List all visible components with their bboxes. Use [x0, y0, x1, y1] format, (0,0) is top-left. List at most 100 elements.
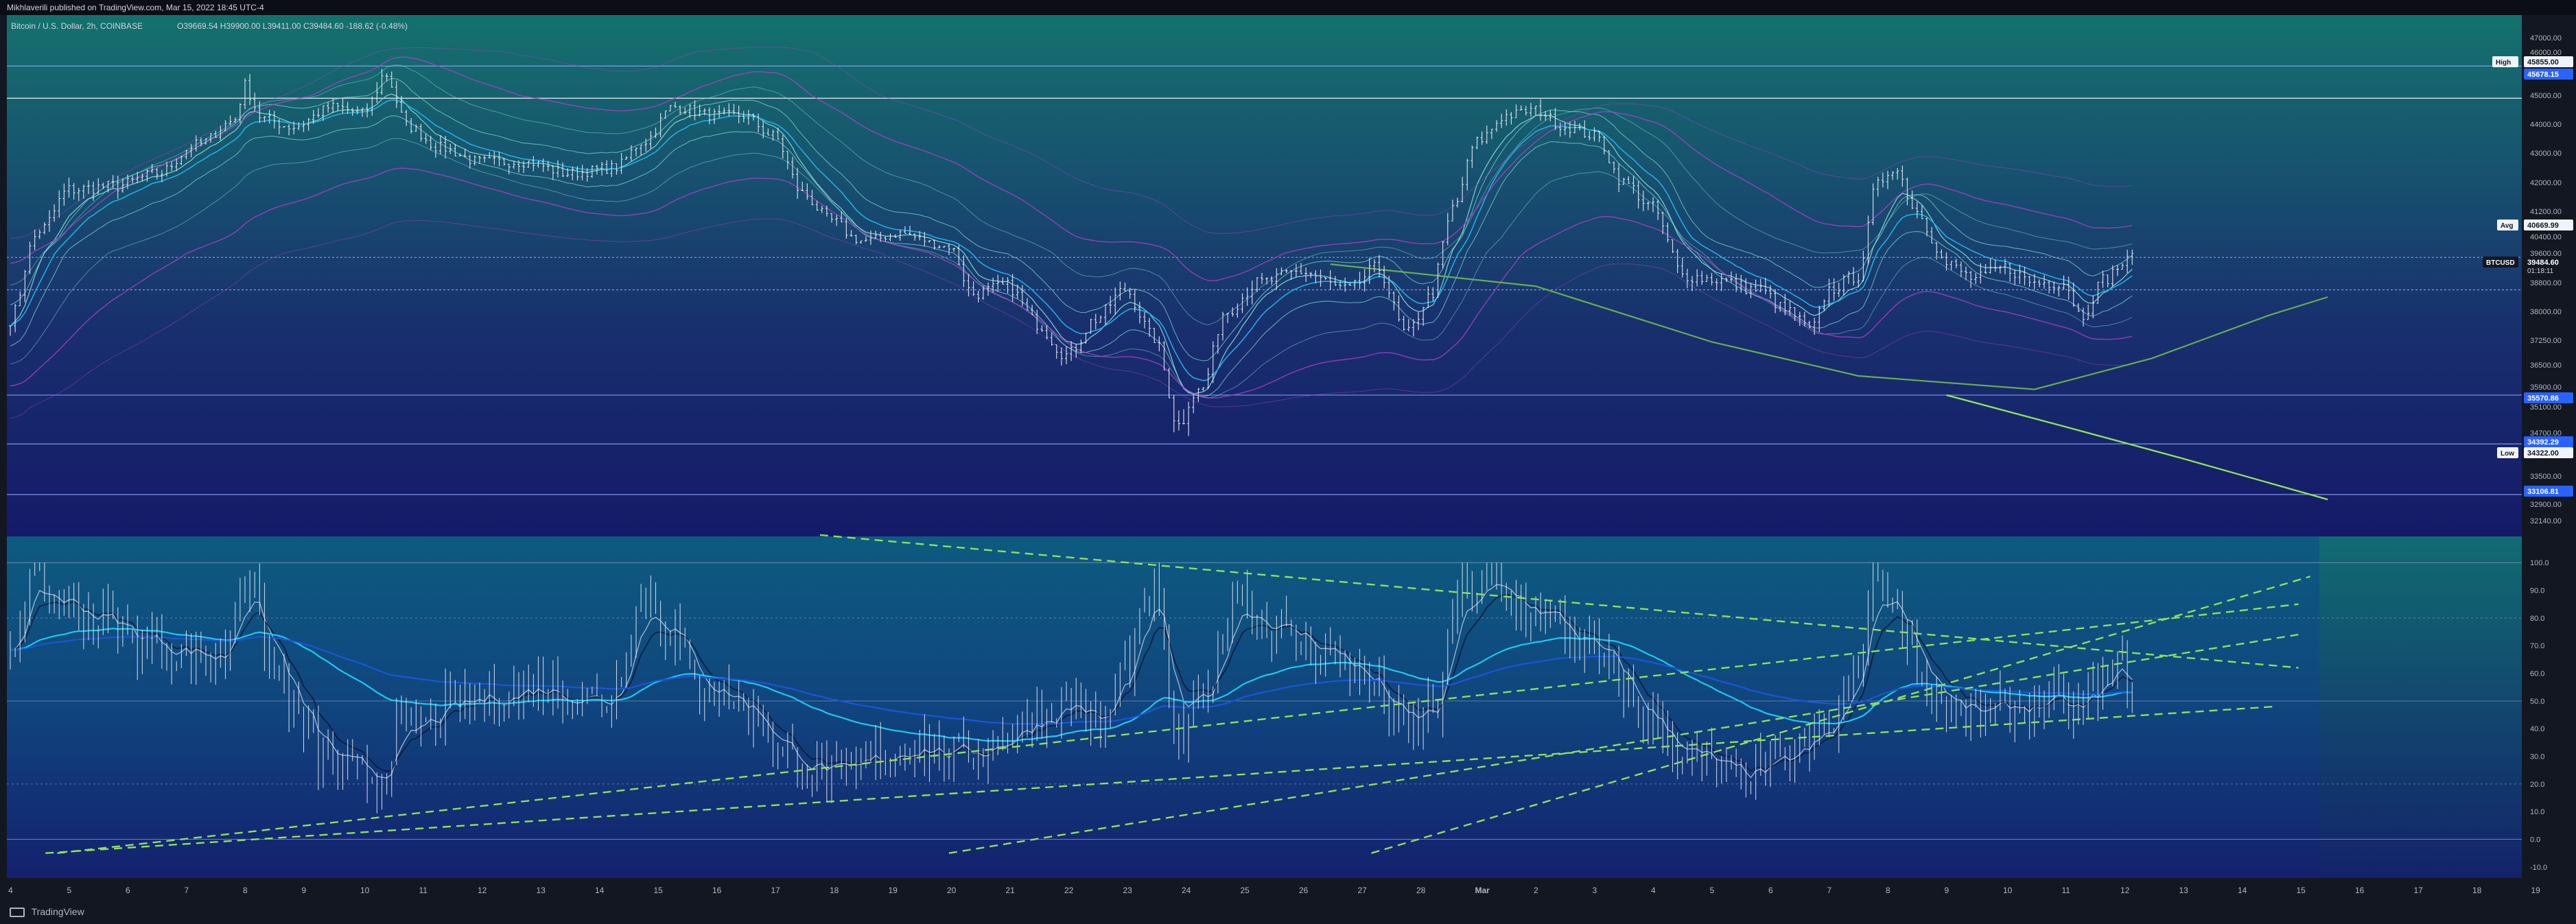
price-tick-label: 45000.00 — [2530, 92, 2562, 100]
time-tick-label: 26 — [1299, 886, 1309, 895]
price-tick-label: 35900.00 — [2530, 383, 2562, 392]
price-label-name-tag — [2497, 220, 2518, 230]
oscillator-tick-label: 90.0 — [2530, 587, 2544, 595]
time-tick-label: 4 — [8, 886, 13, 895]
price-tick-label: 34700.00 — [2530, 429, 2562, 438]
price-label-name: BTCUSD — [2486, 259, 2515, 267]
oscillator-future-area — [2319, 536, 2522, 886]
price-label-tag — [2524, 69, 2573, 80]
moving-average-band — [10, 64, 2133, 326]
time-tick-label: 3 — [1593, 886, 1597, 895]
time-tick-label: 2 — [1534, 886, 1538, 895]
oscillator-tick-label: 60.0 — [2530, 670, 2544, 678]
trendline-dashed — [57, 603, 2299, 854]
time-tick-label: 18 — [2472, 886, 2482, 895]
chart-canvas[interactable]: 47000.00 46000.00 45000.00 44000.00 43000.00… — [0, 15, 2576, 900]
moving-average-band — [10, 56, 2133, 281]
time-tick-label: 7 — [1827, 886, 1832, 895]
price-label-tag — [2524, 436, 2573, 447]
oscillator-tick-label: 80.0 — [2530, 615, 2544, 623]
time-tick-label: 7 — [185, 886, 189, 895]
trendline-dashed — [948, 633, 2299, 854]
price-tick-label: 47000.00 — [2530, 34, 2562, 43]
time-tick-label: 22 — [1064, 886, 1074, 895]
oscillator-tick-label: 70.0 — [2530, 642, 2544, 650]
countdown-label: 01:18:11 — [2527, 268, 2554, 275]
moving-average-band — [10, 99, 2133, 381]
footer-brand: TradingView — [31, 906, 84, 917]
main-pane — [7, 15, 2522, 536]
price-label-value: 34392.29 — [2527, 438, 2559, 447]
price-label-value: 40669.99 — [2527, 222, 2559, 230]
price-label-name: Low — [2501, 450, 2514, 458]
time-tick-label: 4 — [1651, 886, 1656, 895]
time-tick-label: 16 — [712, 886, 722, 895]
time-tick-label: 6 — [126, 886, 130, 895]
price-label-name: High — [2496, 59, 2511, 67]
price-label-name-tag — [2483, 257, 2518, 268]
chart-footer: TradingView — [0, 900, 2576, 924]
price-label-value: 35570.86 — [2527, 394, 2559, 403]
price-label-value: 34322.00 — [2527, 449, 2559, 458]
trendline-dashed — [45, 705, 2275, 854]
price-tick-label: 32140.00 — [2530, 517, 2562, 525]
time-tick-label: 15 — [2297, 886, 2306, 895]
price-tick-label: 40400.00 — [2530, 233, 2562, 241]
time-tick-label: 17 — [771, 886, 781, 895]
time-tick-label: 9 — [1945, 886, 1949, 895]
moving-average-band — [10, 47, 2133, 239]
price-tick-label: 44000.00 — [2530, 121, 2562, 129]
oscillator-tick-label: 10.0 — [2530, 808, 2544, 816]
time-tick-label: 13 — [537, 886, 546, 895]
price-label-tag — [2524, 486, 2573, 497]
price-tick-label: 46000.00 — [2530, 49, 2562, 57]
price-label-name-tag — [2497, 447, 2518, 458]
price-tick-label: 37250.00 — [2530, 337, 2562, 345]
price-tick-label: 39600.00 — [2530, 250, 2562, 258]
price-label-tag — [2524, 257, 2573, 276]
oscillator-tick-label: 0.0 — [2530, 836, 2540, 844]
trendline-dashed — [1371, 576, 2310, 854]
time-tick-label: 9 — [302, 886, 307, 895]
time-tick-label: 13 — [2179, 886, 2189, 895]
time-tick-label: 8 — [243, 886, 248, 895]
price-tick-label: 36500.00 — [2530, 362, 2562, 370]
price-label-name: Avg — [2501, 222, 2514, 230]
time-tick-label: 23 — [1123, 886, 1133, 895]
time-tick-label: 11 — [2062, 886, 2071, 895]
time-tick-label: 21 — [1006, 886, 1016, 895]
price-tick-label: 43000.00 — [2530, 150, 2562, 158]
price-label-name-tag — [2492, 56, 2518, 67]
chart-header: Mikhlaverili published on TradingView.co… — [0, 0, 2576, 15]
oscillator-tick-label: 50.0 — [2530, 698, 2544, 706]
price-tick-label: 38000.00 — [2530, 308, 2562, 316]
time-tick-label: 5 — [1710, 886, 1715, 895]
moving-average-band — [10, 78, 2133, 362]
time-tick-label: 5 — [67, 886, 72, 895]
time-tick-label: 19 — [2531, 886, 2541, 895]
long-moving-average-line — [1330, 263, 2328, 390]
trendline-dashed — [819, 534, 2299, 669]
time-scale — [0, 878, 2522, 900]
main-pane-background — [7, 15, 2522, 536]
time-tick-label: 10 — [360, 886, 370, 895]
oscillator-tick-label: -10.0 — [2530, 864, 2547, 872]
price-tick-label: 42000.00 — [2530, 179, 2562, 187]
price-tick-label: 41200.00 — [2530, 208, 2562, 216]
price-tick-label: 35100.00 — [2530, 403, 2562, 412]
oscillator-tick-label: 40.0 — [2530, 725, 2544, 733]
time-tick-label: 19 — [889, 886, 898, 895]
price-label-tag — [2524, 220, 2573, 230]
time-tick-label: 24 — [1182, 886, 1191, 895]
price-label-tag — [2524, 447, 2573, 458]
time-tick-label: 14 — [595, 886, 605, 895]
time-tick-label: 20 — [947, 886, 957, 895]
time-tick-label: 15 — [654, 886, 664, 895]
oscillator-tick-label: 30.0 — [2530, 753, 2544, 761]
time-tick-label: 14 — [2238, 886, 2247, 895]
time-tick-label: 28 — [1416, 886, 1426, 895]
time-tick-label: 6 — [1768, 886, 1773, 895]
time-tick-label: 11 — [419, 886, 428, 895]
time-tick-label: 12 — [2120, 886, 2130, 895]
oscillator-pane — [7, 534, 2522, 886]
